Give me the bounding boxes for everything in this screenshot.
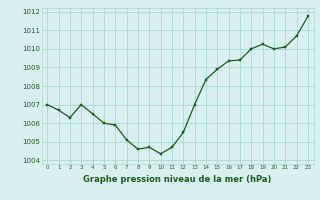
X-axis label: Graphe pression niveau de la mer (hPa): Graphe pression niveau de la mer (hPa) [84, 175, 272, 184]
